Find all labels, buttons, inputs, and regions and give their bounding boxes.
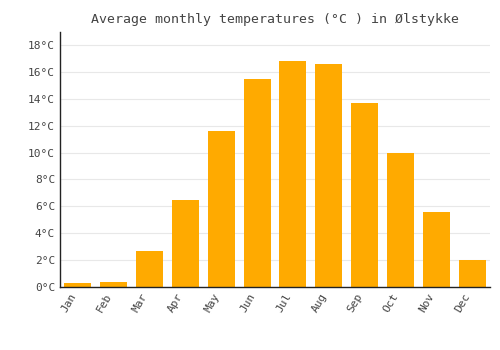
Bar	[316, 64, 342, 287]
Bar	[64, 283, 92, 287]
Bar	[100, 282, 127, 287]
Bar	[280, 61, 306, 287]
Bar	[423, 212, 450, 287]
Bar	[351, 103, 378, 287]
Bar	[244, 78, 270, 287]
Bar	[136, 251, 163, 287]
Bar	[208, 131, 234, 287]
Bar	[172, 199, 199, 287]
Bar	[387, 153, 414, 287]
Title: Average monthly temperatures (°C ) in Ølstykke: Average monthly temperatures (°C ) in Øl…	[91, 13, 459, 26]
Bar	[458, 260, 485, 287]
